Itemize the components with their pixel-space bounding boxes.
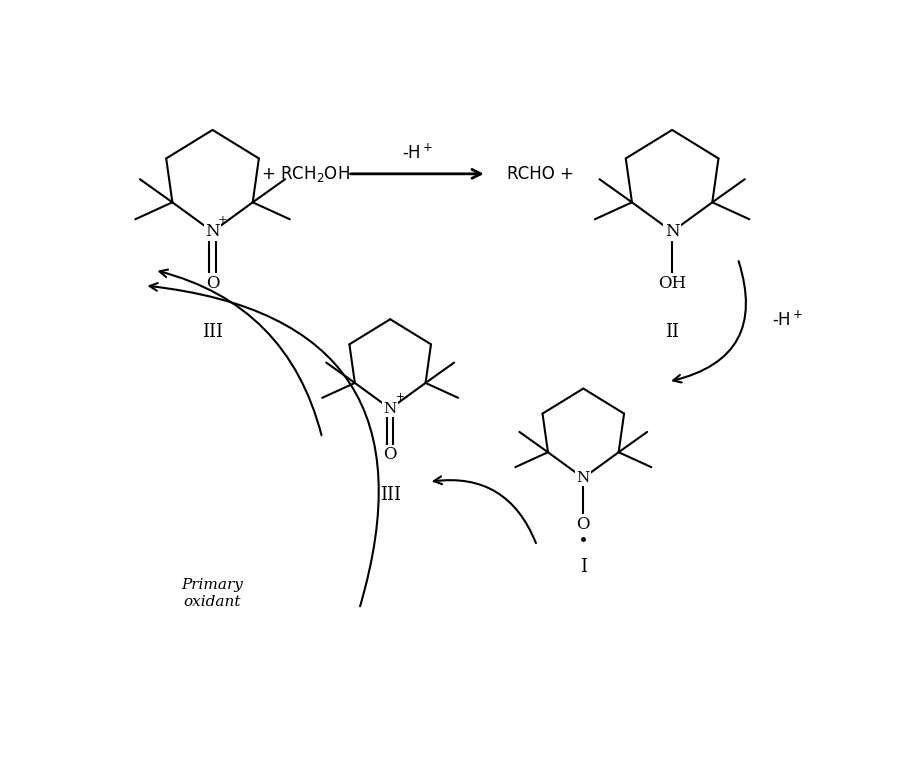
Text: -H$^+$: -H$^+$ — [402, 143, 433, 163]
Text: RCHO +: RCHO + — [508, 165, 574, 183]
Text: +: + — [396, 392, 405, 402]
Text: OH: OH — [658, 275, 686, 293]
Text: II: II — [666, 322, 679, 341]
Text: I: I — [579, 558, 587, 575]
Text: III: III — [202, 322, 223, 341]
Text: N: N — [665, 223, 679, 240]
Text: + RCH$_2$OH: + RCH$_2$OH — [261, 164, 350, 184]
FancyArrowPatch shape — [160, 270, 321, 435]
Text: Primary
oxidant: Primary oxidant — [181, 578, 243, 609]
Text: N: N — [577, 471, 590, 485]
FancyArrowPatch shape — [434, 476, 536, 543]
Text: -H$^+$: -H$^+$ — [772, 310, 804, 330]
Text: N: N — [205, 223, 220, 240]
Text: III: III — [379, 486, 401, 504]
Text: N: N — [384, 402, 396, 416]
Text: +: + — [218, 213, 228, 226]
Text: O: O — [383, 447, 397, 463]
FancyArrowPatch shape — [150, 283, 379, 607]
FancyArrowPatch shape — [674, 261, 746, 383]
Text: O: O — [577, 516, 590, 533]
Text: O: O — [205, 275, 219, 293]
